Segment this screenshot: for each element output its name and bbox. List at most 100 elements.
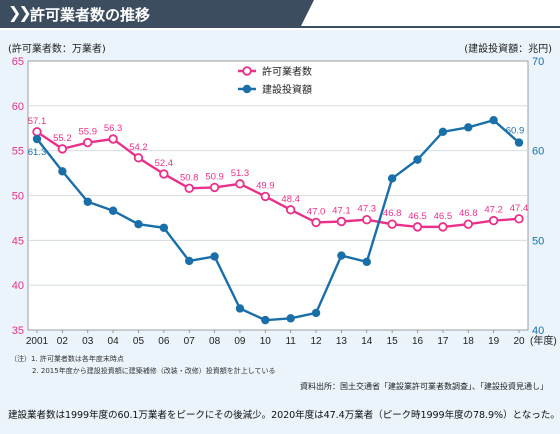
series-point [83, 137, 93, 148]
right-tick-label: 50 [532, 235, 544, 247]
right-axis-label: (建設投資額：兆円) [464, 44, 552, 55]
x-tick-label: 06 [158, 336, 170, 347]
x-tick-label: 20 [513, 336, 525, 347]
data-label: 61.3 [28, 147, 47, 158]
x-tick-label: 04 [108, 336, 120, 347]
x-tick-label: 10 [260, 336, 272, 347]
x-tick-label: 12 [310, 336, 322, 347]
data-label: 57.1 [28, 116, 47, 127]
series-point [108, 134, 118, 144]
x-tick-label: 13 [336, 336, 348, 347]
series-point [159, 223, 169, 232]
page-title: 許可業者数の推移 [30, 6, 151, 24]
left-axis-label: (許可業者数：万業者) [8, 44, 106, 55]
data-label: 47.3 [358, 204, 377, 215]
left-tick-label: 40 [12, 280, 24, 292]
data-label: 47.1 [332, 206, 351, 217]
x-tick-label: 2001 [26, 336, 49, 347]
series-point [488, 215, 499, 226]
note-line-1: （注）1. 許可業者数は各年度末時点 [10, 355, 124, 363]
series-point [57, 144, 68, 154]
x-tick-label: 09 [234, 336, 246, 347]
summary-text: 建設業者数は1999年度の60.1万業者をピークにその後減少。2020年度は47… [8, 410, 560, 421]
data-label: 50.9 [205, 171, 224, 182]
series-point [337, 251, 346, 260]
series-point [58, 167, 67, 176]
series-point [514, 214, 524, 224]
left-tick-label: 65 [12, 56, 24, 68]
series-point [413, 155, 422, 164]
data-label: 49.9 [256, 180, 275, 191]
right-tick-label: 70 [532, 56, 544, 68]
series-point [209, 182, 220, 193]
series-point [438, 127, 448, 137]
data-label: 60.9 [506, 126, 525, 137]
series-point [210, 252, 219, 261]
series-point [514, 138, 524, 147]
right-tick-label: 60 [532, 146, 544, 158]
x-tick-label: 16 [412, 336, 424, 347]
series-point [438, 222, 448, 232]
legend-swatch-marker [242, 66, 252, 76]
data-label: 55.2 [53, 133, 72, 144]
data-label: 54.2 [129, 142, 148, 153]
series-point [260, 191, 271, 202]
legend-swatch-marker [242, 84, 252, 94]
data-label: 50.8 [180, 172, 199, 183]
series-point [463, 219, 473, 229]
data-label: 46.8 [383, 208, 402, 219]
double-chevron-right-icon: ❯❯ [8, 3, 32, 22]
series-point [83, 197, 92, 206]
series-point [235, 304, 245, 313]
data-label: 56.3 [104, 123, 123, 134]
series-point [362, 215, 372, 225]
x-tick-label: 17 [437, 336, 449, 347]
series-point [159, 169, 169, 179]
legend-label: 建設投資額 [262, 83, 312, 96]
series-point [362, 257, 371, 267]
data-label: 48.4 [281, 194, 300, 205]
note-line-2: 2. 2015年度から建設投資額に建築補修（改装・改修）投資額を計上している [32, 367, 276, 375]
data-label: 47.0 [307, 206, 326, 217]
x-tick-label: 11 [285, 336, 296, 347]
left-tick-label: 60 [12, 101, 24, 113]
series-point [261, 315, 270, 325]
series-point [285, 205, 296, 215]
legend-label: 許可業者数 [262, 65, 312, 78]
series-line-1 [36, 118, 520, 322]
x-tick-label: 07 [184, 336, 196, 347]
series-point [412, 222, 423, 232]
x-tick-label: 14 [361, 336, 373, 347]
data-label: 47.4 [510, 203, 529, 214]
series-point [108, 206, 118, 215]
x-tick-label: 05 [133, 336, 145, 347]
x-unit-label: (年度) [530, 334, 557, 347]
data-label: 46.8 [459, 208, 478, 219]
x-tick-label: 15 [387, 336, 399, 347]
data-label: 51.3 [231, 168, 250, 179]
header-underline [0, 26, 560, 28]
series-point [32, 134, 42, 144]
series-point [311, 308, 321, 318]
series-point [387, 219, 397, 229]
series-point [311, 217, 321, 228]
left-tick-label: 35 [12, 325, 24, 337]
series-point [286, 314, 295, 323]
data-label: 52.4 [155, 158, 174, 169]
series-point [235, 179, 245, 189]
data-label: 46.5 [408, 211, 427, 222]
source-credit: 資料出所：国土交通省「建設業許可業者数調査」、「建設投資見通し」 [300, 382, 548, 391]
data-label: 46.5 [434, 211, 453, 222]
right-tick-label: 40 [532, 325, 544, 337]
series-point [134, 219, 143, 229]
x-tick-label: 02 [57, 336, 69, 347]
series-point [184, 183, 194, 194]
x-tick-label: 19 [488, 336, 500, 347]
x-tick-label: 18 [463, 336, 475, 347]
header-bar [0, 0, 314, 28]
series-point [32, 127, 42, 137]
series-point [489, 115, 498, 125]
left-tick-label: 55 [12, 146, 24, 158]
x-tick-label: 03 [82, 336, 94, 347]
